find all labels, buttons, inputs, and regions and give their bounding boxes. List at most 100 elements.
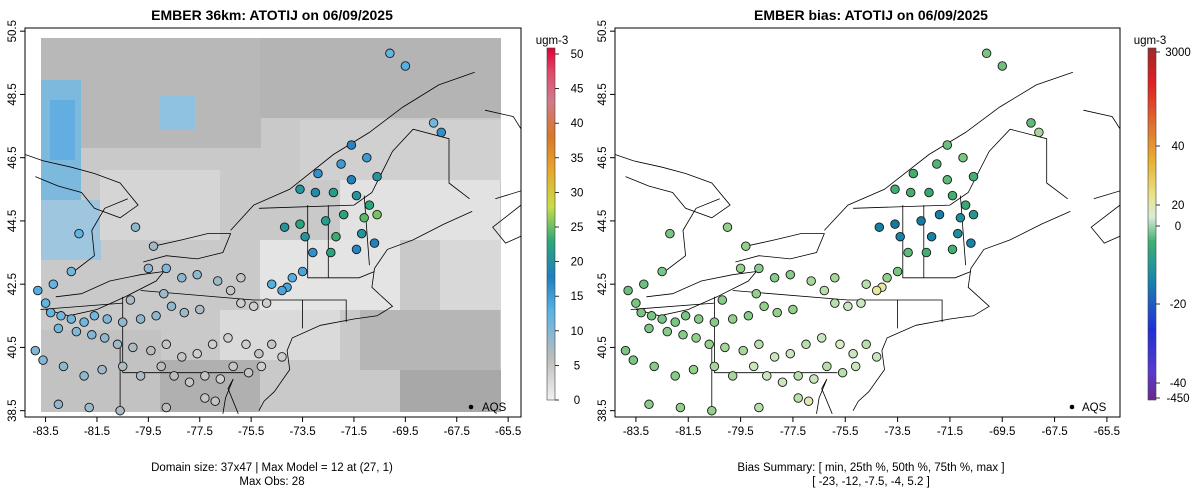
right-footer-line2: [ -23, -12, -7.5, -4, 5.2 ] xyxy=(812,476,930,488)
station-marker xyxy=(261,298,272,308)
x-tick-label: -79.5 xyxy=(727,426,753,438)
station-marker xyxy=(359,213,369,223)
station-marker xyxy=(709,317,720,327)
y-tick-label: 46.5 xyxy=(7,146,19,168)
station-marker xyxy=(159,288,169,299)
left-title: EMBER 36km: ATOTIJ on 06/09/2025 xyxy=(151,7,393,23)
station-marker xyxy=(741,241,751,251)
right-legend-label: AQS xyxy=(1082,402,1107,414)
station-marker xyxy=(115,405,125,416)
station-marker xyxy=(785,269,796,280)
boundary-line xyxy=(258,211,473,411)
station-marker xyxy=(871,352,882,362)
station-marker xyxy=(644,399,654,410)
station-marker xyxy=(966,238,976,248)
station-marker xyxy=(248,301,259,312)
station-marker xyxy=(295,219,305,229)
station-marker xyxy=(225,285,236,296)
left-panel: EMBER 36km: ATOTIJ on 06/09/2025 xyxy=(7,7,584,488)
right-colorbar-unit: ugm-3 xyxy=(1134,35,1167,47)
station-marker xyxy=(848,348,858,359)
station-marker xyxy=(223,333,233,343)
boundary-line xyxy=(258,128,470,209)
station-marker xyxy=(861,339,871,350)
station-marker xyxy=(777,377,788,387)
colorbar-tick-label: 40 xyxy=(1172,141,1185,153)
station-marker xyxy=(861,279,871,289)
station-marker xyxy=(151,311,161,321)
station-marker xyxy=(287,273,298,283)
y-tick-label: 44.5 xyxy=(597,210,609,232)
station-marker xyxy=(754,339,764,350)
station-marker xyxy=(228,361,238,372)
station-marker xyxy=(769,273,780,283)
station-marker xyxy=(751,288,762,299)
colorbar-tick-label: 25 xyxy=(571,222,584,234)
station-marker xyxy=(79,371,89,381)
station-marker xyxy=(207,339,218,350)
station-marker xyxy=(161,263,172,274)
station-marker xyxy=(210,396,220,406)
station-marker xyxy=(66,314,77,324)
left-map-area xyxy=(25,38,521,414)
station-marker xyxy=(720,342,730,353)
x-tick-label: -65.5 xyxy=(495,426,521,438)
colorbar-tick-label: -450 xyxy=(1166,393,1189,405)
station-marker xyxy=(754,263,764,274)
x-tick-label: -75.5 xyxy=(832,426,858,438)
station-marker xyxy=(905,187,916,198)
x-tick-label: -81.5 xyxy=(675,426,701,438)
station-marker xyxy=(754,402,764,413)
station-marker xyxy=(665,228,675,239)
station-marker xyxy=(146,345,156,356)
colorbar-tick-label: 3000 xyxy=(1165,47,1191,59)
station-marker xyxy=(968,209,979,220)
station-marker xyxy=(788,304,798,315)
station-marker xyxy=(822,361,832,372)
station-marker xyxy=(691,333,701,343)
station-marker xyxy=(830,273,840,283)
boundary-line xyxy=(902,205,972,279)
left-footer-line2: Max Obs: 28 xyxy=(239,476,304,488)
left-x-axis: -83.5 -81.5 -79.5 -77.5 -75.5 -73.5 -71.5 -69.5… xyxy=(32,417,521,438)
station-marker xyxy=(947,190,958,201)
station-marker xyxy=(670,317,680,327)
station-marker xyxy=(785,348,796,359)
station-marker xyxy=(385,48,395,59)
right-x-axis: -83.5 -81.5 -79.5 -77.5 -75.5 -73.5 -71.5 -69.5… xyxy=(623,417,1120,438)
station-marker xyxy=(735,263,746,274)
station-marker xyxy=(351,244,362,255)
station-marker xyxy=(837,367,848,378)
station-marker xyxy=(942,175,953,185)
station-marker xyxy=(772,307,782,318)
station-marker xyxy=(662,326,673,337)
x-tick-label: -77.5 xyxy=(187,426,213,438)
station-marker xyxy=(310,187,321,198)
station-marker xyxy=(74,228,84,239)
boundary-line xyxy=(735,233,825,263)
station-marker xyxy=(769,352,780,362)
station-marker xyxy=(256,361,267,372)
station-marker xyxy=(236,298,246,308)
right-map-area xyxy=(615,28,1120,417)
station-marker xyxy=(942,140,953,150)
station-marker xyxy=(372,171,382,182)
colorbar-tick-label: 40 xyxy=(571,118,584,130)
x-tick-label: -71.5 xyxy=(937,426,963,438)
colorbar-tick-label: 50 xyxy=(571,49,584,61)
station-marker xyxy=(678,330,688,340)
station-marker xyxy=(926,231,937,242)
right-y-axis: 38.5 40.5 42.5 44.5 46.5 48.5 50.5 xyxy=(597,20,615,422)
station-marker xyxy=(71,326,82,337)
boundary-line xyxy=(630,302,715,310)
left-legend: AQS xyxy=(468,402,507,414)
y-tick-label: 50.5 xyxy=(597,20,609,42)
station-marker xyxy=(793,393,803,403)
boundary-line xyxy=(40,302,123,310)
station-marker xyxy=(953,228,963,239)
station-marker xyxy=(236,273,246,283)
station-marker xyxy=(53,399,64,410)
station-marker xyxy=(346,140,357,150)
station-marker xyxy=(169,371,179,381)
station-marker xyxy=(803,396,814,406)
